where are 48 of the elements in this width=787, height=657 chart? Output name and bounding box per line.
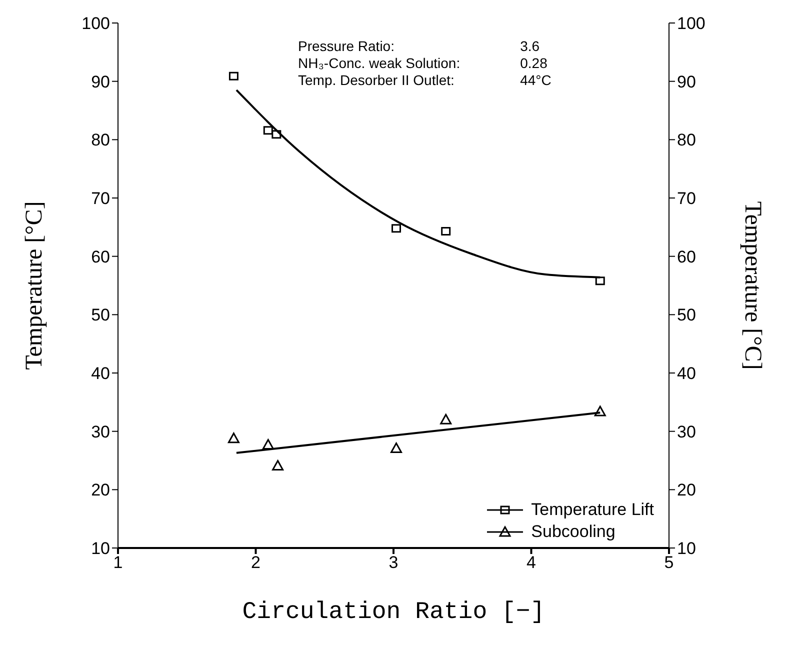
point [228, 432, 240, 444]
x-tick-label: 1 [113, 553, 123, 572]
x-tick-label: 4 [526, 553, 536, 572]
point [440, 414, 452, 424]
point [594, 406, 606, 416]
y-tick-label: 90 [91, 72, 110, 92]
y-tick-label: 80 [91, 130, 110, 150]
point [595, 276, 605, 286]
y2-axis-title: Temperature [°C] [739, 201, 766, 370]
annotation: NH₃-Conc. weak Solution: [298, 55, 460, 72]
x-tick-label: 3 [388, 553, 398, 572]
x-tick-label: 5 [664, 553, 674, 572]
y2-tick-label: 100 [677, 14, 706, 34]
y-tick-label: 50 [91, 306, 110, 325]
y2-tick-label: 30 [677, 422, 696, 442]
x-axis-title: Circulation Ratio [−] [242, 599, 545, 626]
y-tick-label: 20 [91, 480, 110, 500]
point [272, 130, 282, 139]
y2-tick-label: 40 [677, 364, 696, 384]
y2-tick-label: 80 [677, 130, 696, 150]
legend-label: Subcooling [531, 522, 616, 542]
y-tick-label: 70 [91, 189, 110, 208]
y2-tick-label: 90 [677, 72, 696, 92]
y2-tick-label: 70 [677, 189, 696, 208]
y-axis-title: Temperature [°C] [22, 201, 48, 370]
point [262, 439, 274, 450]
y-tick-label: 100 [82, 14, 110, 34]
point [263, 126, 273, 135]
legend-label: Temperature Lift [531, 500, 654, 520]
annotation: 44°C [520, 72, 552, 89]
y2-tick-label: 50 [677, 306, 696, 325]
y-tick-label: 10 [91, 539, 110, 558]
annotation: Pressure Ratio: [298, 38, 396, 55]
point [392, 224, 402, 233]
y2-tick-label: 60 [677, 247, 696, 266]
annotation: Temp. Desorber II Outlet: [298, 72, 456, 89]
point [390, 442, 402, 453]
point [441, 227, 451, 236]
annotation: 3.6 [520, 38, 541, 55]
y2-tick-label: 10 [677, 539, 696, 558]
x-tick-label: 2 [251, 553, 260, 572]
y-tick-label: 40 [91, 364, 110, 384]
point [272, 460, 284, 470]
y-tick-label: 30 [91, 422, 110, 442]
y-tick-label: 60 [91, 247, 110, 266]
annotation: 0.28 [520, 55, 548, 72]
point [228, 72, 238, 80]
y2-tick-label: 20 [677, 480, 696, 500]
